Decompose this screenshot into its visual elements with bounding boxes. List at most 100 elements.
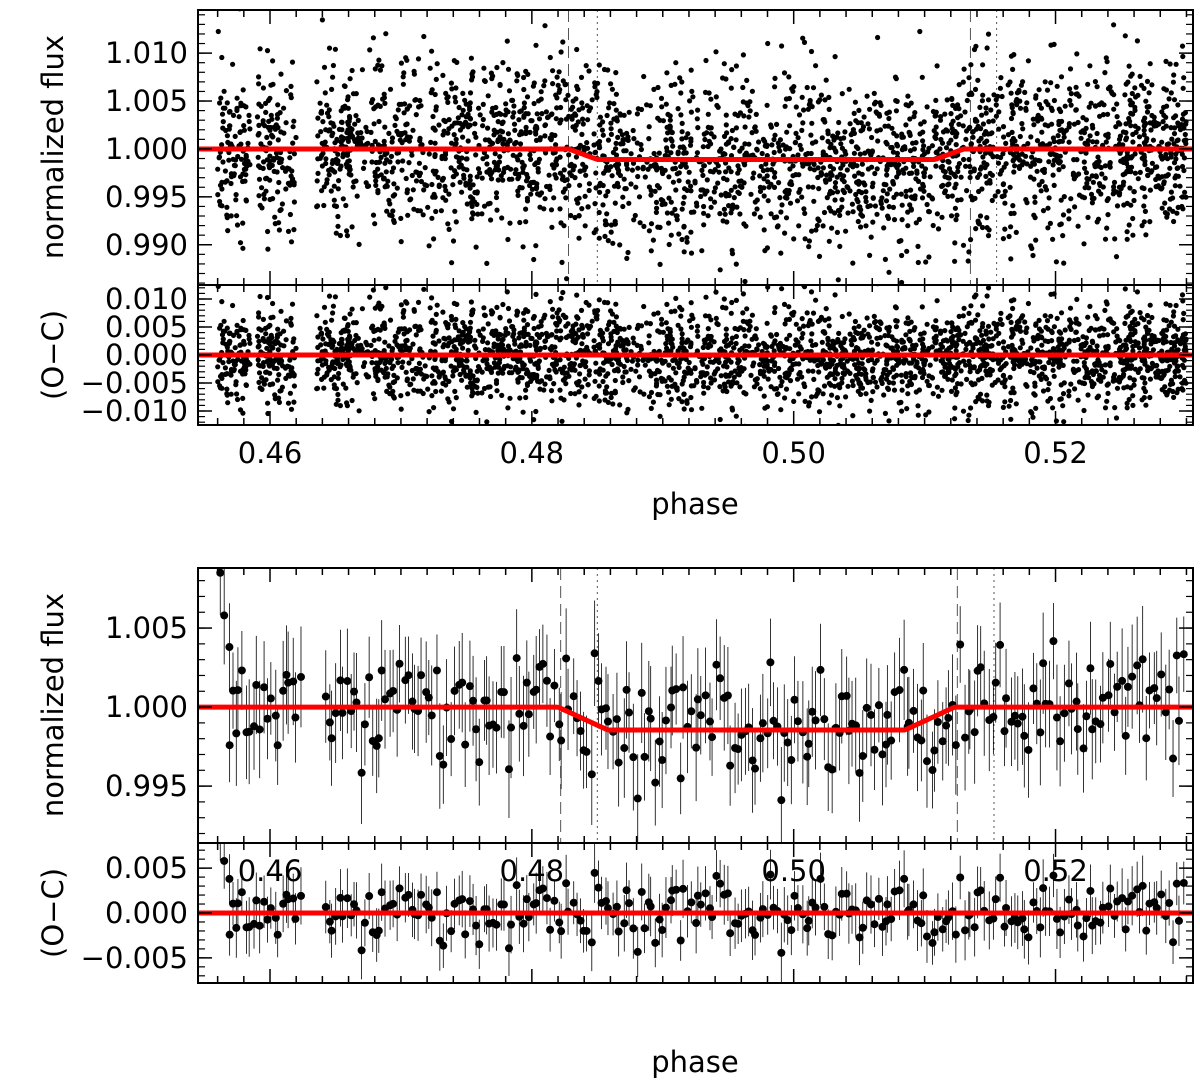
data-point bbox=[825, 138, 831, 144]
data-point bbox=[872, 203, 879, 209]
data-point bbox=[742, 278, 748, 285]
data-point bbox=[476, 105, 482, 111]
residual-point bbox=[321, 385, 327, 391]
residual-point bbox=[924, 378, 930, 384]
residual-point bbox=[563, 323, 569, 329]
residual-point bbox=[1028, 345, 1034, 351]
data-point bbox=[638, 106, 645, 113]
data-point bbox=[613, 107, 619, 113]
data-point bbox=[264, 157, 270, 163]
data-point bbox=[531, 179, 537, 185]
residual-point bbox=[868, 397, 874, 403]
data-point bbox=[1079, 194, 1085, 200]
data-point bbox=[911, 163, 917, 169]
residual-point bbox=[796, 326, 803, 332]
data-point bbox=[967, 163, 973, 170]
data-point bbox=[521, 105, 527, 111]
residual-point bbox=[699, 405, 705, 411]
residual-point bbox=[735, 326, 741, 332]
data-point bbox=[708, 196, 714, 202]
data-point bbox=[243, 156, 249, 162]
data-point bbox=[968, 62, 974, 68]
data-point bbox=[464, 201, 470, 207]
data-point bbox=[1014, 96, 1020, 103]
data-point bbox=[731, 195, 737, 201]
data-point bbox=[338, 139, 344, 145]
data-point bbox=[331, 197, 337, 203]
data-point bbox=[217, 202, 223, 208]
residual-point bbox=[1000, 339, 1007, 345]
data-point bbox=[291, 118, 297, 124]
data-point bbox=[521, 86, 527, 93]
data-point bbox=[989, 197, 995, 204]
residual-point bbox=[729, 335, 736, 341]
data-point bbox=[884, 110, 890, 116]
data-point bbox=[733, 63, 740, 69]
data-point bbox=[1164, 173, 1170, 179]
data-point bbox=[217, 182, 224, 188]
data-point bbox=[375, 190, 381, 196]
data-point bbox=[1102, 163, 1108, 169]
residual-point bbox=[256, 370, 263, 376]
residual-point bbox=[1111, 372, 1118, 378]
data-point bbox=[409, 172, 415, 179]
data-point bbox=[493, 104, 499, 111]
residual-point bbox=[1179, 292, 1186, 298]
data-point bbox=[459, 155, 465, 161]
data-point bbox=[681, 249, 687, 255]
residual-point bbox=[765, 376, 771, 382]
data-point bbox=[243, 152, 249, 158]
data-point bbox=[633, 184, 639, 190]
data-point bbox=[552, 132, 558, 138]
data-point bbox=[1103, 55, 1109, 61]
data-point bbox=[772, 84, 778, 90]
residual-point bbox=[620, 379, 626, 386]
data-point bbox=[1102, 70, 1108, 76]
residual-point bbox=[574, 292, 580, 298]
data-point bbox=[336, 126, 342, 132]
data-point bbox=[634, 140, 640, 146]
data-point bbox=[1038, 115, 1044, 121]
data-point bbox=[276, 179, 282, 186]
data-point bbox=[277, 110, 283, 116]
data-point bbox=[664, 148, 670, 154]
residual-point bbox=[331, 374, 337, 380]
data-point bbox=[735, 189, 741, 195]
data-point bbox=[919, 74, 925, 80]
residual-point bbox=[626, 324, 632, 330]
data-point bbox=[885, 161, 892, 167]
data-point bbox=[858, 224, 864, 230]
data-point bbox=[867, 106, 873, 112]
residual-point bbox=[1102, 405, 1109, 411]
data-point bbox=[797, 142, 803, 148]
data-point bbox=[1090, 179, 1096, 185]
data-point bbox=[492, 151, 498, 157]
data-point bbox=[554, 74, 560, 80]
residual-point bbox=[377, 327, 383, 333]
residual-point bbox=[232, 345, 238, 351]
residual-point bbox=[511, 331, 517, 337]
model-line bbox=[198, 146, 1193, 162]
data-point bbox=[395, 159, 401, 165]
data-point bbox=[721, 175, 727, 181]
data-point bbox=[797, 186, 803, 193]
data-point bbox=[960, 79, 966, 85]
data-point bbox=[699, 187, 706, 193]
data-point bbox=[1163, 114, 1169, 120]
data-point bbox=[395, 107, 401, 113]
residual-point bbox=[723, 332, 729, 338]
residual-point bbox=[1050, 367, 1056, 373]
data-point bbox=[842, 148, 848, 154]
data-point bbox=[676, 178, 682, 184]
data-point bbox=[275, 102, 281, 108]
data-point bbox=[801, 206, 807, 212]
residual-point bbox=[953, 392, 959, 398]
residual-point bbox=[797, 344, 803, 350]
data-point bbox=[813, 63, 819, 69]
data-point bbox=[539, 111, 545, 117]
data-point bbox=[929, 196, 936, 202]
data-point bbox=[624, 162, 630, 168]
data-point bbox=[281, 105, 287, 111]
data-point bbox=[570, 104, 576, 110]
data-point bbox=[983, 110, 989, 116]
